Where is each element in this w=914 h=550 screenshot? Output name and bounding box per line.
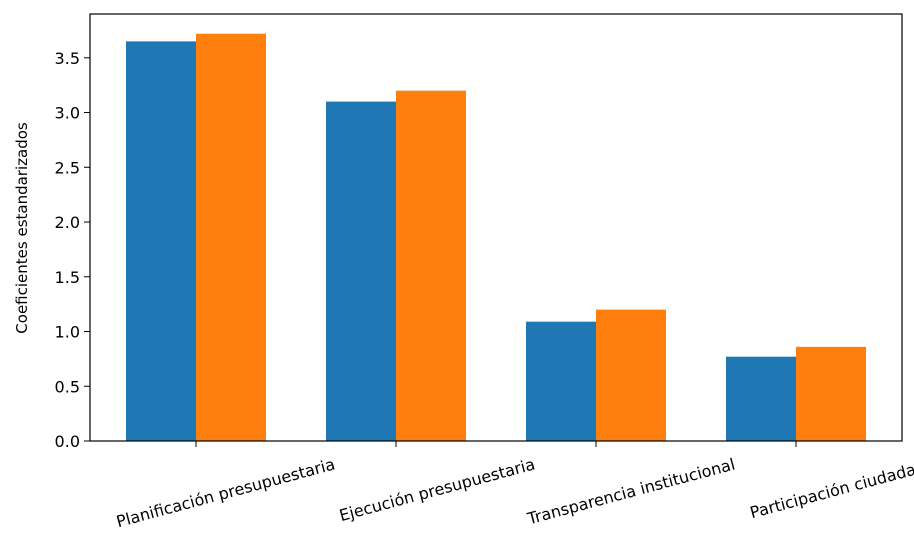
x-tick-label: Ejecución presupuestaria [337, 455, 537, 526]
bar-series1-2 [326, 101, 396, 441]
y-tick-label: 0.0 [55, 432, 80, 451]
bar-series2-2 [396, 90, 466, 442]
y-tick-label: 1.5 [55, 268, 80, 287]
x-tick-label: Participación ciudadana [748, 455, 914, 523]
bar-series2-3 [596, 309, 666, 441]
y-tick-label: 2.0 [55, 213, 80, 232]
bar-series1-1 [126, 41, 196, 441]
bar-series1-4 [726, 356, 796, 441]
y-tick-label: 1.0 [55, 323, 80, 342]
y-axis-title: Coeficientes estandarizados [13, 122, 31, 334]
bar-series1-3 [526, 321, 596, 441]
plot-frame [89, 13, 903, 442]
x-tick-label: Planificación presupuestaria [114, 455, 337, 532]
y-tick-label: 0.5 [55, 377, 80, 396]
y-tick-label: 3.5 [55, 49, 80, 68]
x-tick-label: Transparencia institucional [524, 455, 737, 529]
y-tick-label: 3.0 [55, 104, 80, 123]
bar-series2-1 [196, 33, 266, 441]
bars-group [126, 33, 866, 442]
bar-series2-4 [796, 346, 866, 441]
y-axis: 0.0 0.5 1.0 1.5 2.0 2.5 3.0 3.5 [55, 49, 90, 451]
y-tick-label: 2.5 [55, 158, 80, 177]
x-axis: Planificación presupuestaria Ejecución pr… [114, 441, 914, 531]
